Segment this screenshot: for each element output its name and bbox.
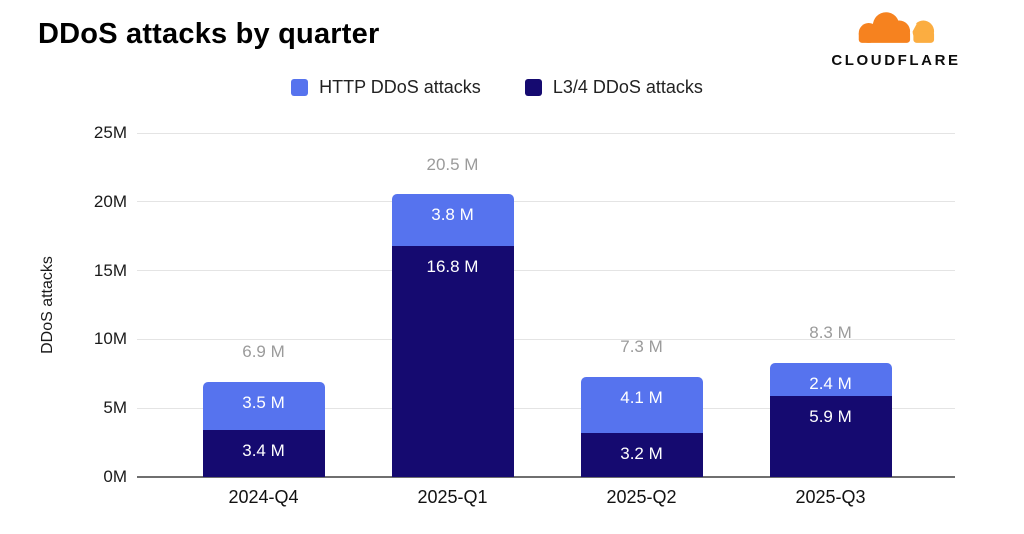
bar-segment-value-label: 2.4 M (809, 373, 852, 393)
x-axis-label: 2025-Q1 (417, 487, 488, 507)
bar-segment-value-label: 3.8 M (431, 204, 474, 224)
legend-item-http: HTTP DDoS attacks (291, 77, 481, 98)
x-axis-baseline (137, 476, 955, 478)
cloudflare-logo: CLOUDFLARE (812, 4, 980, 70)
bar-segment-http-ddos (391, 193, 514, 246)
bar-segment-l34-ddos (391, 245, 514, 477)
bar-total-label: 8.3 M (809, 322, 852, 342)
y-tick-label: 15M (93, 260, 127, 280)
gridline (137, 132, 955, 134)
bar-total-label: 20.5 M (426, 154, 479, 174)
x-axis-label: 2025-Q2 (606, 487, 677, 507)
bar-segment-value-label: 5.9 M (809, 406, 852, 426)
cloudflare-cloud-icon (858, 12, 935, 46)
bar-segment-l34-ddos (769, 395, 892, 477)
y-tick-label: 25M (93, 123, 127, 142)
bar-segment-http-ddos (580, 376, 703, 433)
bar-segment-value-label: 3.2 M (620, 443, 663, 463)
bar-segment-l34-ddos (580, 432, 703, 477)
legend-label-l34: L3/4 DDoS attacks (552, 77, 703, 97)
legend-swatch-l34-icon (524, 79, 542, 96)
cloudflare-wordmark: CLOUDFLARE (831, 52, 961, 69)
y-tick-label: 10M (93, 329, 127, 349)
bar-segment-value-label: 3.5 M (242, 393, 285, 413)
bar-segment-value-label: 4.1 M (620, 387, 663, 407)
gridline (137, 201, 955, 203)
legend-label-http: HTTP DDoS attacks (319, 77, 481, 97)
y-tick-label: 5M (103, 398, 127, 418)
bar-segment-value-label: 16.8 M (426, 256, 479, 276)
bar-segment-l34-ddos (202, 430, 325, 477)
gridline (137, 338, 955, 340)
bar-segment-http-ddos (769, 362, 892, 396)
y-axis-title: DDoS attacks (39, 256, 56, 354)
gridline (137, 270, 955, 272)
bar-segment-http-ddos (202, 382, 325, 431)
gridline (137, 407, 955, 409)
chart-legend: HTTP DDoS attacks L3/4 DDoS attacks (0, 77, 994, 98)
x-axis-label: 2025-Q3 (795, 487, 866, 507)
x-axis-label: 2024-Q4 (228, 487, 299, 507)
bar-total-label: 7.3 M (620, 336, 663, 356)
legend-item-l34: L3/4 DDoS attacks (524, 77, 703, 98)
y-tick-label: 20M (93, 191, 127, 211)
legend-swatch-http-icon (291, 79, 309, 96)
bar-segment-value-label: 3.4 M (242, 441, 285, 461)
y-tick-label: 0M (103, 467, 127, 486)
bar-total-label: 6.9 M (242, 342, 285, 362)
page-title: DDoS attacks by quarter (38, 18, 380, 50)
